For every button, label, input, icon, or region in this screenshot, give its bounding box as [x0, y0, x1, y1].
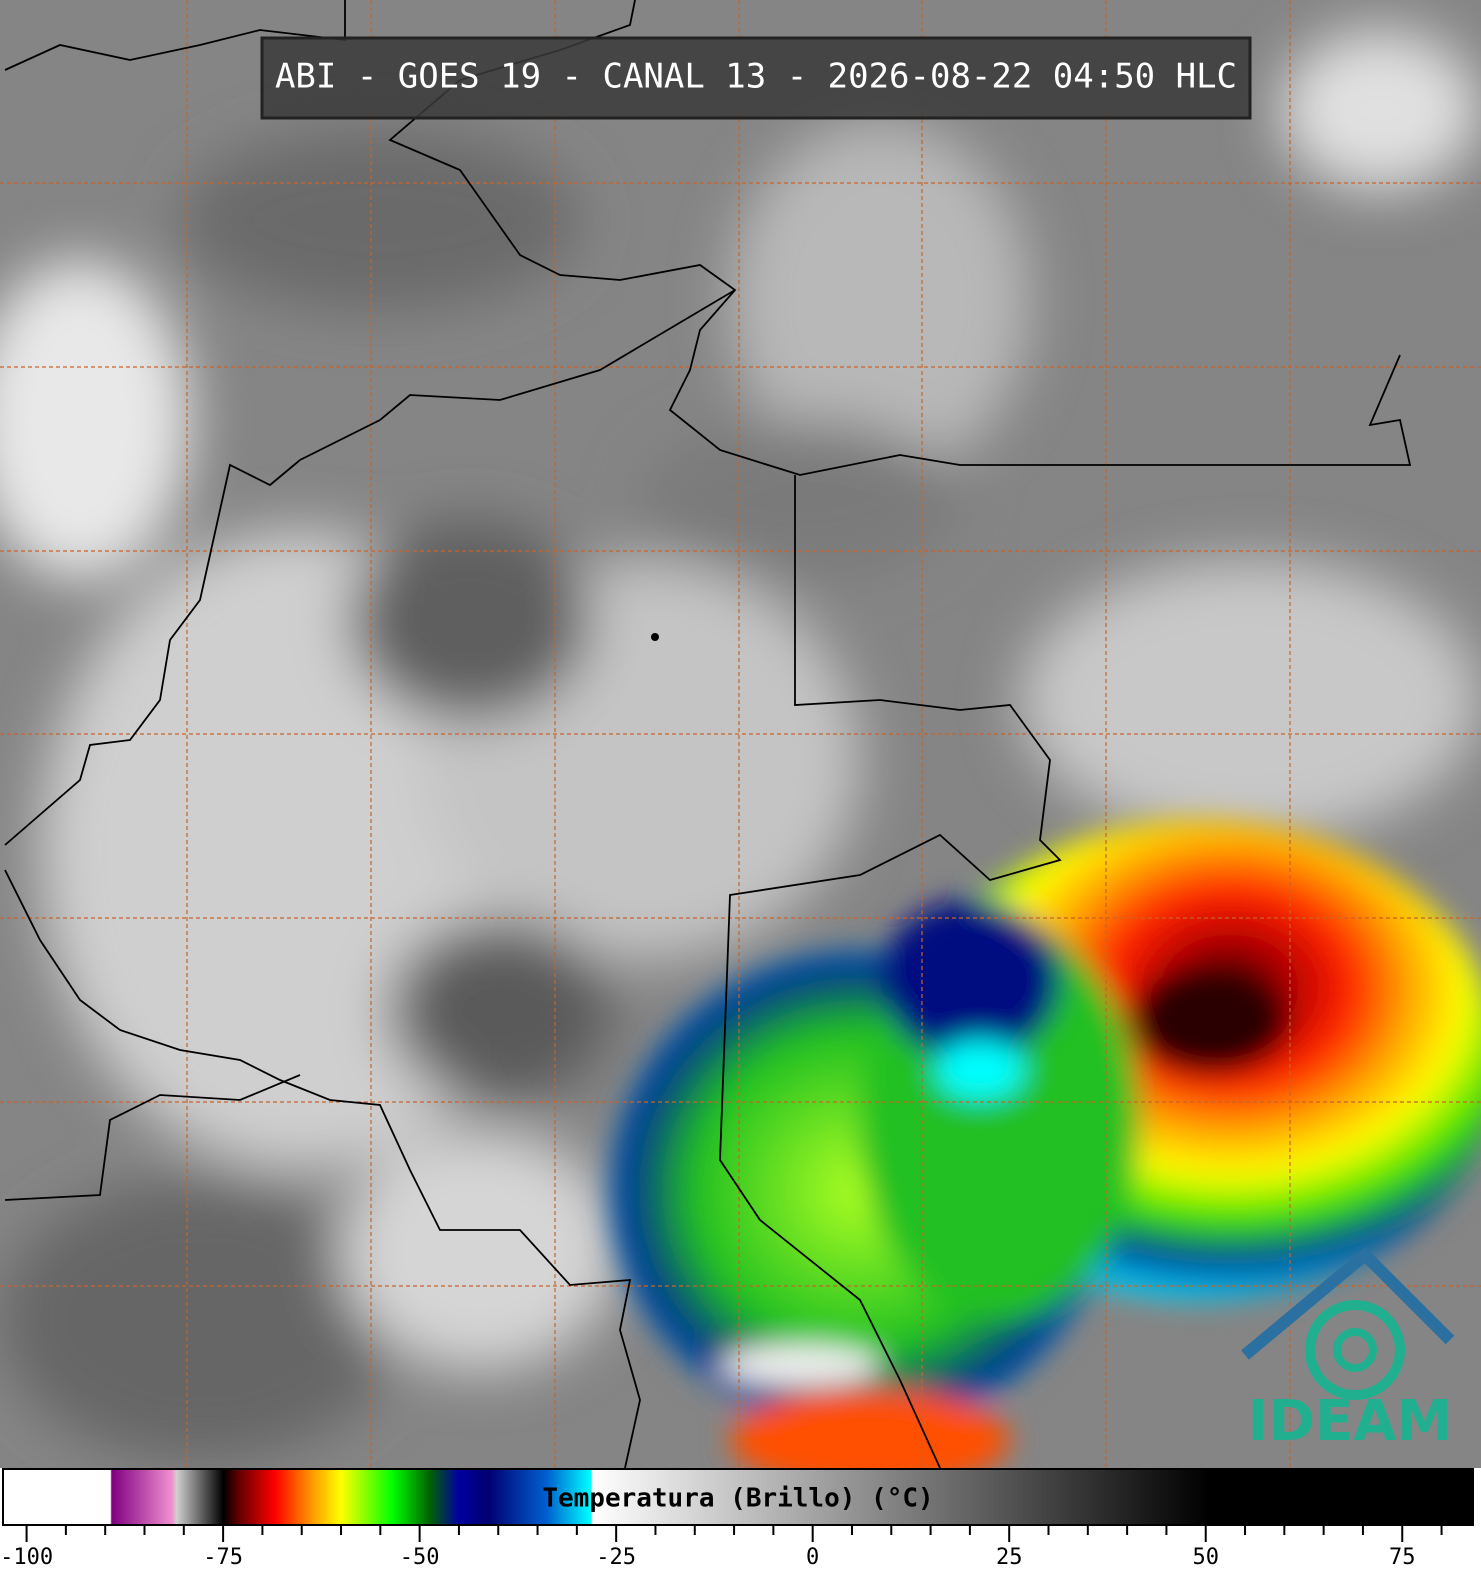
tick-label: 25 [996, 1545, 1023, 1570]
title: ABI - GOES 19 - CANAL 13 - 2026-08-22 04… [275, 57, 1237, 97]
convective-storm [610, 820, 1481, 1490]
tick-label: -25 [596, 1545, 636, 1570]
title-box [260, 36, 1252, 120]
city-marker [651, 633, 659, 641]
colorbar: Temperatura (Brillo) (°C) -100 -75 -50 -25 0… [0, 1468, 1474, 1570]
logo: IDEAM [1241, 1246, 1455, 1454]
tick-label: 75 [1389, 1545, 1416, 1570]
satellite-image: ABI - GOES 19 - CANAL 13 - 2026-08-22 04… [0, 0, 1481, 1490]
tick-label: -50 [400, 1545, 440, 1570]
colorbar-ramp [2, 1468, 1474, 1526]
cloud-field [0, 30, 1480, 1460]
logo-text: IDEAM [1248, 1389, 1453, 1454]
colorbar-label: Temperatura (Brillo) (°C) [542, 1484, 933, 1514]
lat-lon-grid [0, 0, 1481, 1468]
tick-label: -75 [203, 1545, 243, 1570]
tick-label: 50 [1192, 1545, 1219, 1570]
tick-label: -100 [0, 1545, 53, 1570]
tick-label: 0 [806, 1545, 819, 1570]
